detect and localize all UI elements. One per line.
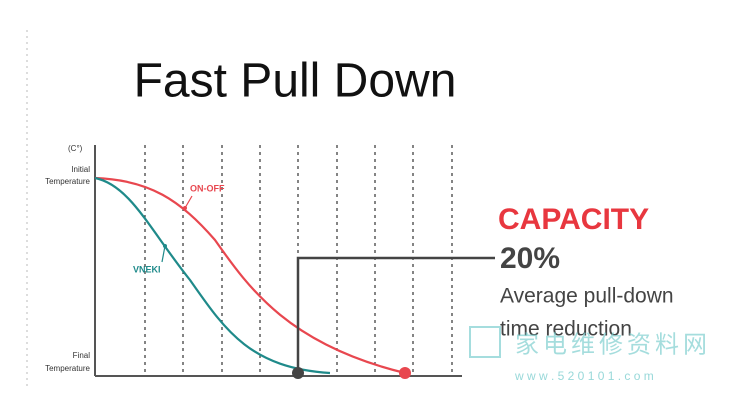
initial-label: Initial [71,165,90,174]
final-label: Final [73,351,91,360]
title: Fast Pull Down [134,55,457,108]
leader-dot [183,206,187,210]
callout-text: time reduction [500,318,632,341]
leader-dot [163,244,167,248]
leader [161,245,166,263]
initial-label: Temperature [45,177,90,186]
unit-label: (C°) [68,144,83,153]
watermark-url: w w w . 5 2 0 1 0 1 . c o m [514,369,654,383]
final-label: Temperature [45,364,90,373]
vneki-curve [94,176,331,375]
callout-bracket [296,256,495,373]
watermark-logo [469,326,501,358]
end-dot [399,367,411,379]
callout-figure: 20% [500,242,560,275]
curve-label: VNEKI [133,264,161,274]
end-dot [292,367,304,379]
leader [184,195,193,209]
curve-label: ON-OFF [190,183,225,193]
callout-text: Average pull-down [500,285,674,308]
watermark-name: 家电维修资料网 [515,331,711,358]
callout-heading: CAPACITY [498,203,649,236]
on-off-curve [94,176,406,375]
